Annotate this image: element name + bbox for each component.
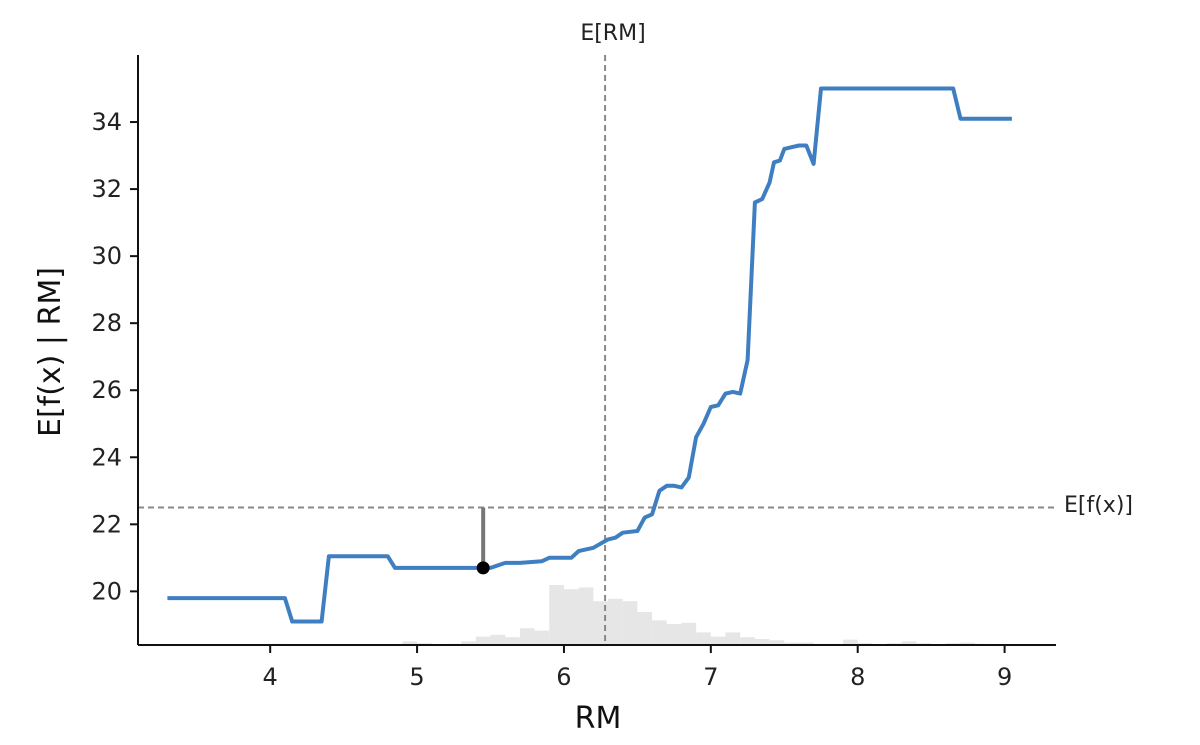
histogram-bar xyxy=(608,598,623,645)
histogram-bar xyxy=(784,642,799,645)
histogram-bar xyxy=(769,640,785,645)
histogram-bar xyxy=(578,587,594,645)
histogram-bar xyxy=(681,622,697,645)
y-tick-label: 30 xyxy=(91,242,122,270)
x-tick-label: 8 xyxy=(850,663,865,691)
vertical-reference-label: E[RM] xyxy=(580,21,645,46)
histogram-bar xyxy=(652,620,667,645)
histogram-bar xyxy=(490,634,506,645)
x-tick-label: 4 xyxy=(263,663,278,691)
y-tick-label: 26 xyxy=(91,376,122,404)
series-line xyxy=(167,86,1012,624)
x-tick-label: 9 xyxy=(997,663,1012,691)
histogram-bar xyxy=(637,612,653,645)
histogram-bar xyxy=(740,637,755,645)
histogram-bar xyxy=(710,636,726,645)
labels: RM E[f(x) | RM] E[RM] E[f(x)] xyxy=(33,21,1133,736)
y-tick-label: 22 xyxy=(91,510,122,538)
histogram-bar xyxy=(798,642,814,645)
rm-histogram xyxy=(270,585,990,645)
histogram-bar xyxy=(563,589,579,645)
histogram-bar xyxy=(960,642,976,645)
x-tick-label: 7 xyxy=(703,663,718,691)
histogram-bar xyxy=(666,624,682,645)
histogram-bar xyxy=(402,641,418,645)
histogram-bar xyxy=(725,632,741,645)
x-tick-label: 6 xyxy=(556,663,571,691)
y-tick-label: 20 xyxy=(91,577,122,605)
y-tick-label: 32 xyxy=(91,175,122,203)
histogram-bar xyxy=(519,628,535,645)
highlight-point xyxy=(476,561,490,575)
histogram-bar xyxy=(475,636,491,645)
horizontal-reference-label: E[f(x)] xyxy=(1064,493,1133,518)
y-axis-label: E[f(x) | RM] xyxy=(33,267,68,437)
axes: 4 5 6 7 8 9 20 22 24 26 28 30 32 34 xyxy=(91,55,1056,691)
x-tick-label: 5 xyxy=(409,663,424,691)
x-axis-label: RM xyxy=(575,701,622,736)
y-tick-label: 34 xyxy=(91,108,122,136)
y-tick-label: 24 xyxy=(91,443,122,471)
histogram-bar xyxy=(622,601,638,645)
y-tick-label: 28 xyxy=(91,309,122,337)
histogram-bar xyxy=(843,639,858,645)
histogram-bar xyxy=(754,639,770,645)
series-layer xyxy=(167,86,1012,624)
reference-lines xyxy=(138,55,1056,645)
histogram-bar xyxy=(505,637,520,645)
histogram-bar xyxy=(549,585,564,645)
histogram-bar xyxy=(593,601,609,645)
histogram-bar xyxy=(534,630,550,645)
histogram-bar xyxy=(461,641,476,645)
histogram-bar xyxy=(696,632,711,645)
histogram-bar xyxy=(901,641,917,645)
